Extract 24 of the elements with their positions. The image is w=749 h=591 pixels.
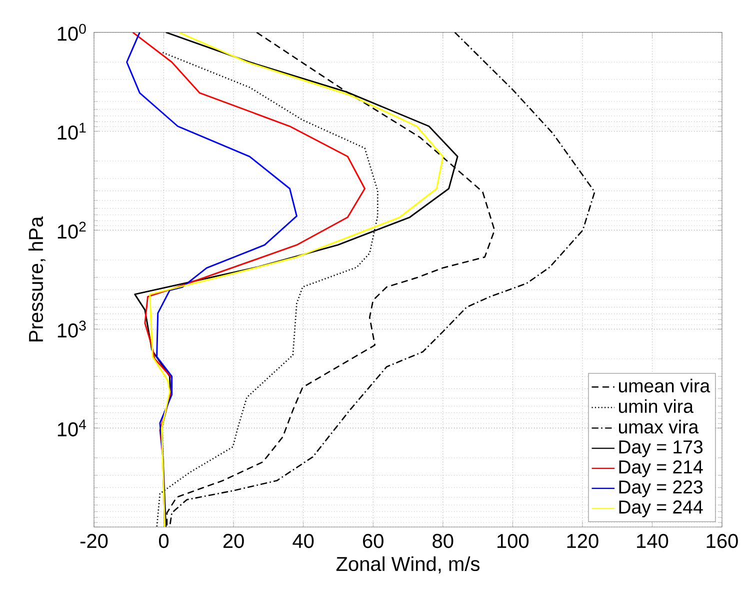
legend-label: umax vira (618, 420, 699, 434)
x-tick-label: 20 (223, 534, 244, 548)
x-tick-label: 60 (363, 534, 384, 548)
x-tick-label: -20 (80, 534, 108, 548)
y-tick-label: 10$^{0}$ (58, 24, 86, 41)
legend-label: Day = 173 (619, 440, 703, 458)
y-tick-label: 10$^{4}$ (58, 420, 86, 436)
y-tick-label: 10$^{2}$ (58, 222, 86, 239)
x-tick-label: 140 (637, 534, 668, 548)
x-tick-label: 160 (706, 534, 738, 548)
x-tick-label: 120 (567, 534, 598, 548)
legend-label: umean vira (618, 378, 710, 392)
legend-label: Day = 223 (619, 480, 703, 498)
x-tick-label: 0 (158, 534, 169, 548)
y-tick-label: 10$^{1}$ (58, 122, 86, 140)
y-tick-label: 10$^{3}$ (58, 320, 86, 338)
y-axis-title: Pressure, hPa (28, 216, 46, 342)
legend-label: umin vira (618, 399, 694, 413)
x-tick-label: 80 (432, 534, 454, 548)
x-tick-label: 100 (498, 534, 529, 548)
x-tick-label: 40 (292, 534, 314, 548)
x-axis-title: Zonal Wind, m/s (336, 556, 480, 574)
legend-label: Day = 244 (619, 500, 703, 518)
legend-label: Day = 214 (619, 460, 703, 478)
